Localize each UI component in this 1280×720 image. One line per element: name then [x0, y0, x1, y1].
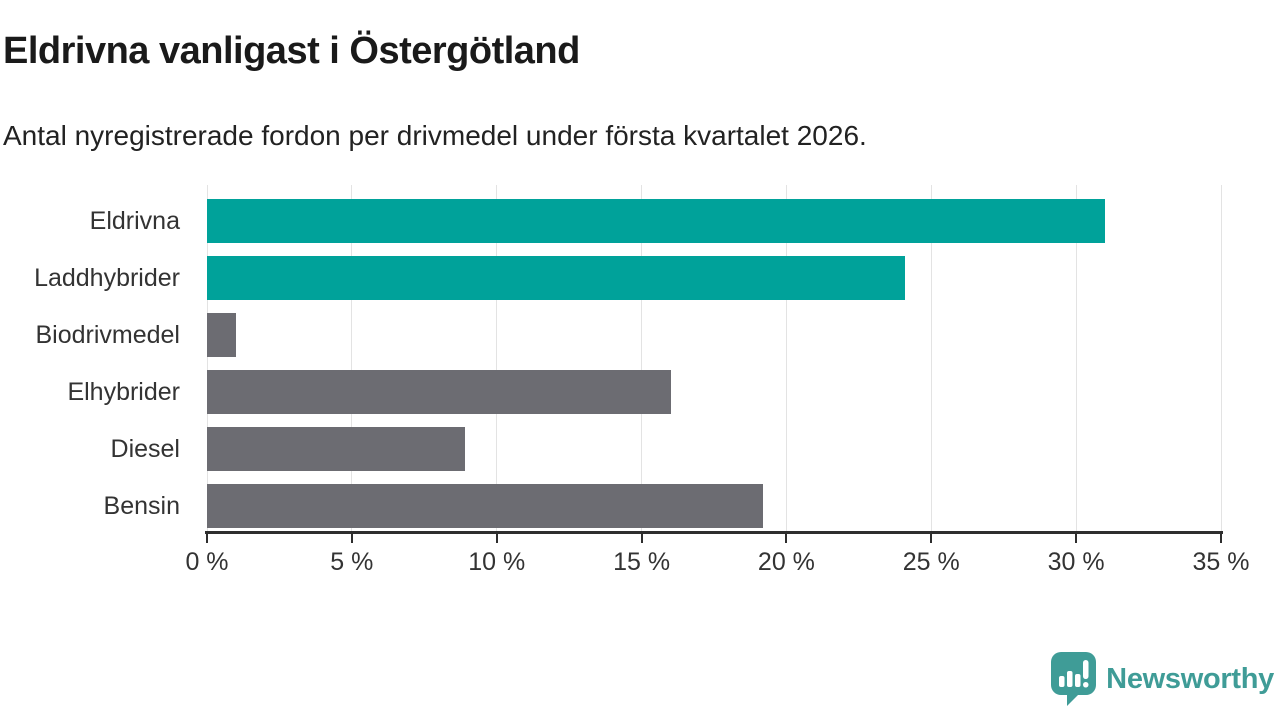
x-axis-tick [206, 534, 208, 543]
x-axis-tick-label: 30 % [1047, 548, 1105, 576]
x-axis-tick [1220, 534, 1222, 543]
x-axis-tick-label: 20 % [757, 548, 815, 576]
bar-elhybrider [207, 370, 671, 414]
category-label: Elhybrider [67, 378, 180, 406]
gridline [930, 185, 932, 531]
x-axis-line [205, 531, 1223, 534]
x-axis-tick-label: 5 % [330, 548, 374, 576]
bar-biodrivmedel [207, 313, 236, 357]
gridline [206, 185, 208, 531]
category-label: Laddhybrider [34, 264, 180, 292]
category-label: Diesel [110, 435, 180, 463]
bar-diesel [207, 427, 465, 471]
bar-bensin [207, 484, 764, 528]
brand-name: Newsworthy [1106, 662, 1274, 695]
gridline [496, 185, 498, 531]
x-axis-tick [495, 534, 498, 543]
category-label: Bensin [103, 492, 180, 520]
bar-eldrivna [207, 199, 1106, 243]
chart-subtitle: Antal nyregistrerade fordon per drivmede… [3, 120, 867, 151]
gridline [351, 185, 353, 531]
category-label: Eldrivna [89, 207, 180, 235]
bar-laddhybrider [207, 256, 906, 300]
x-axis-tick [350, 534, 353, 543]
x-axis-tick-label: 35 % [1192, 548, 1250, 576]
gridline [1220, 185, 1222, 531]
plot-area [206, 185, 1222, 531]
gridline [1075, 185, 1077, 531]
x-axis-tick [930, 534, 933, 543]
gridline [641, 185, 643, 531]
x-axis-tick-label: 10 % [468, 548, 526, 576]
brand-footer: Newsworthy [1050, 648, 1274, 710]
newsworthy-logo-icon [1051, 652, 1097, 706]
category-label: Biodrivmedel [35, 321, 180, 349]
x-axis-tick-label: 15 % [613, 548, 671, 576]
x-axis-tick [1075, 534, 1078, 543]
x-axis-tick [640, 534, 643, 543]
x-axis-tick [785, 534, 788, 543]
x-axis-tick-label: 0 % [185, 548, 229, 576]
gridline [785, 185, 787, 531]
x-axis-tick-label: 25 % [902, 548, 960, 576]
chart-title: Eldrivna vanligast i Östergötland [3, 30, 580, 72]
